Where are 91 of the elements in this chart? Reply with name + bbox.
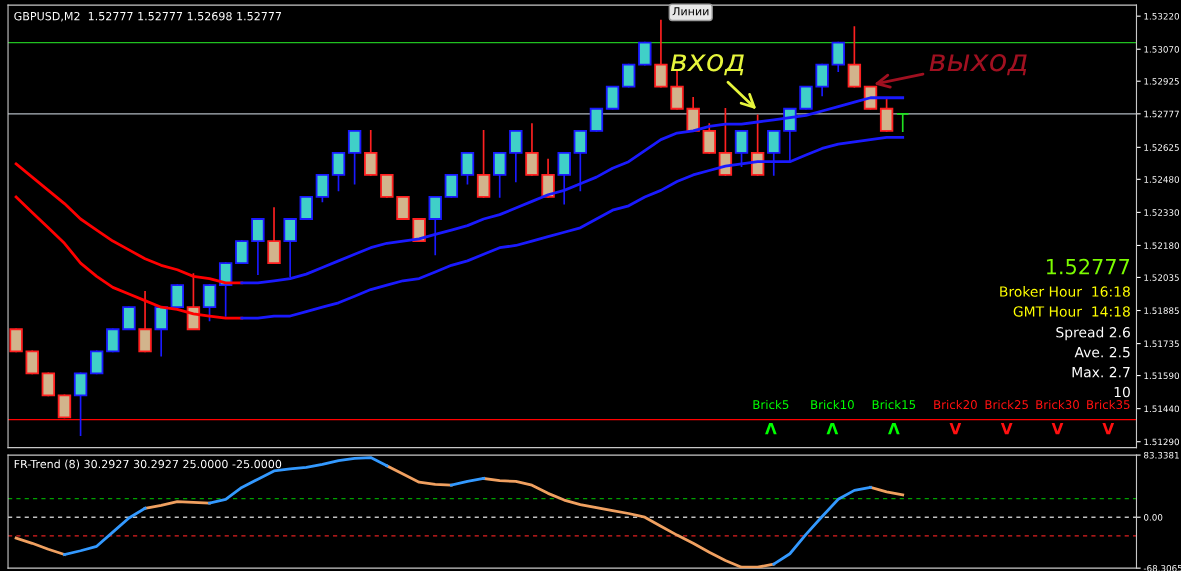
candlestick [460, 151, 475, 185]
candlestick [831, 41, 845, 73]
candlestick [57, 394, 72, 419]
text: GBPUSD,M2 1.52777 1.52777 1.52698 1.52777 [14, 11, 282, 22]
y-tick-label: 1.53220 [1144, 12, 1180, 20]
candlestick [589, 107, 604, 132]
candlestick [702, 123, 716, 154]
y-tick-label: -68.3065 [1143, 564, 1181, 571]
candlestick [638, 41, 652, 66]
candlestick [154, 306, 168, 357]
candlestick [444, 174, 459, 198]
annotation: Λ [765, 423, 777, 435]
candlestick [493, 151, 507, 198]
candlestick [476, 129, 491, 198]
candlestick [235, 240, 249, 265]
y-tick-label: 83.3381 [1144, 451, 1179, 459]
annotation: Λ [888, 423, 900, 435]
candlestick [73, 372, 88, 436]
y-tick-label: 1.52180 [1144, 242, 1180, 249]
candlestick [380, 174, 394, 198]
text: GMT Hour 14:18 [1013, 306, 1130, 317]
candlestick [283, 218, 297, 278]
y-tick-label: 1.51590 [1144, 372, 1180, 380]
candlestick [41, 372, 56, 397]
text: Max. 2.7 [1072, 366, 1130, 378]
candlestick [621, 63, 636, 88]
line-series [240, 96, 905, 285]
candlestick [138, 290, 152, 353]
text: 10 [1114, 386, 1130, 398]
candlestick [896, 112, 910, 133]
candlestick [799, 85, 813, 110]
candlestick [525, 123, 539, 176]
candlestick [686, 96, 700, 132]
text: Brick30 [1036, 399, 1079, 410]
y-tick-label: 1.52480 [1144, 176, 1180, 183]
y-tick-label: 0.00 [1144, 514, 1163, 521]
y-tick-label: 1.52330 [1144, 209, 1180, 216]
candlestick [557, 151, 571, 205]
text: Brick25 [985, 399, 1028, 410]
y-tick-label: 1.52035 [1144, 274, 1179, 281]
candlestick [654, 19, 668, 88]
y-tick-label: 1.52625 [1144, 144, 1179, 151]
candlestick [364, 129, 378, 176]
y-tick-label: 1.52777 [1144, 110, 1179, 118]
text: V [1051, 423, 1064, 435]
annotation: Brick10 [811, 399, 854, 410]
candlestick [509, 129, 523, 183]
y-tick-label: 1.51735 [1144, 340, 1179, 348]
annotation: вход [670, 53, 744, 76]
candlestick [202, 284, 217, 322]
annotation: Линии [672, 7, 709, 16]
line-series [240, 136, 905, 320]
y-tick-label: 1.52925 [1144, 78, 1179, 85]
candlestick [106, 328, 120, 353]
text: Brick20 [934, 399, 977, 410]
annotation: Brick15 [872, 399, 916, 410]
y-tick-label: 1.51885 [1144, 307, 1179, 314]
y-tick-label: 1.53070 [1144, 46, 1180, 53]
candlestick [89, 350, 104, 375]
text: V [1102, 423, 1115, 435]
candlestick [122, 306, 136, 331]
candlestick [299, 196, 313, 220]
candlestick [815, 63, 829, 97]
candlestick [251, 218, 265, 275]
y-tick-label: 1.51440 [1144, 405, 1180, 413]
candlestick [9, 328, 23, 353]
text: Brick35 [1087, 399, 1130, 410]
candlestick [573, 129, 588, 192]
candlestick [170, 284, 185, 309]
y-tick-label: 1.51290 [1144, 438, 1180, 446]
candlestick [25, 350, 39, 375]
candlestick [428, 196, 442, 256]
candlestick [605, 85, 620, 110]
text: Broker Hour 16:18 [1000, 286, 1130, 297]
candlestick [847, 26, 862, 88]
text: выход [929, 53, 1027, 76]
candlestick [315, 174, 330, 203]
text: V [1000, 423, 1013, 435]
candlestick [879, 96, 894, 132]
text: V [949, 423, 962, 435]
text: Ave. 2.5 [1074, 346, 1130, 358]
candlestick [267, 207, 281, 265]
text: 1.52777 [1046, 258, 1130, 275]
annotation: Λ [826, 423, 839, 435]
candlestick [396, 196, 410, 220]
text: Spread 2.6 [1056, 326, 1130, 341]
candlestick [541, 158, 555, 198]
chart-title: FR-Trend (8) 30.2927 30.2927 25.0000 -25.0000 [14, 459, 282, 470]
candlestick [331, 151, 346, 192]
annotation: Brick5 [753, 399, 789, 410]
candlestick [347, 129, 362, 185]
